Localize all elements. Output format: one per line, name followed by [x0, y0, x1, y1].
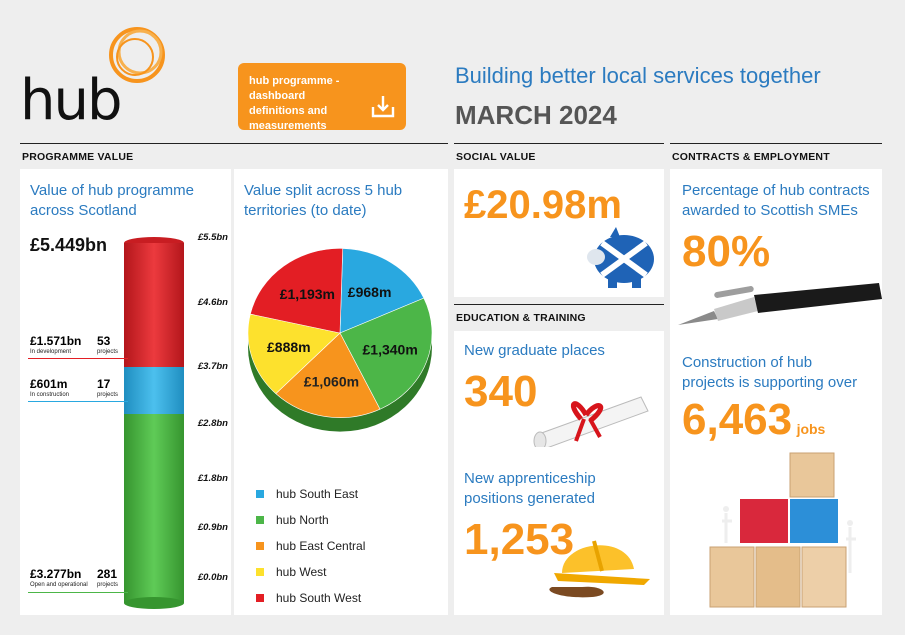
- con-count-label: projects: [97, 392, 119, 398]
- tick-label: £2.8bn: [197, 418, 228, 429]
- split-panel: Value split across 5 hub territories (to…: [234, 169, 448, 615]
- logo-text: hub: [20, 68, 123, 133]
- legend-label: hub South West: [276, 591, 362, 605]
- section-education: EDUCATION & TRAINING: [456, 312, 586, 324]
- sme-title: Percentage of hub contracts awarded to S…: [682, 182, 870, 219]
- pie-data-label: £1,193m: [280, 286, 335, 302]
- jobs-title: Construction of hub projects is supporti…: [682, 354, 858, 391]
- split-title: Value split across 5 hub territories (to…: [244, 182, 403, 219]
- tick-label: £3.7bn: [197, 361, 228, 372]
- tick-label: £4.6bn: [197, 297, 228, 308]
- cylinder-construction: [124, 367, 184, 414]
- logo: hub: [20, 20, 170, 133]
- headline: Building better local services together: [455, 63, 821, 88]
- tick-label: £0.9bn: [197, 522, 228, 533]
- tick-label: £0.0bn: [197, 572, 228, 583]
- pie-data-label: £1,060m: [304, 373, 359, 389]
- dashboard-definitions-button[interactable]: hub programme - dashboard definitions an…: [238, 63, 406, 132]
- programme-cylinder: [124, 237, 184, 609]
- pie-data-label: £968m: [348, 284, 392, 300]
- legend-item: hub West: [256, 559, 365, 585]
- con-value: £601m: [30, 377, 68, 391]
- grad-title: New graduate places: [464, 342, 605, 359]
- jobs-line: 6,463 jobs: [682, 395, 825, 445]
- programme-title: Value of hub programme across Scotland: [30, 182, 194, 219]
- pie-slice: [275, 332, 381, 418]
- legend-item: hub North: [256, 507, 365, 533]
- legend-label: hub South East: [276, 487, 359, 501]
- pie-slice: [339, 248, 425, 334]
- social-value-panel: £20.98m: [454, 169, 664, 297]
- building-blocks-icon: [709, 452, 856, 608]
- legend-swatch: [256, 490, 264, 498]
- programme-value-panel: Value of hub programme across Scotland £…: [20, 169, 231, 615]
- apprentice-value: 1,253: [464, 515, 575, 564]
- legend-item: hub South East: [256, 481, 365, 507]
- tick-label: £5.5bn: [197, 232, 228, 243]
- con-count: 17: [97, 377, 111, 391]
- pie-data-label: £888m: [267, 339, 311, 355]
- legend-item: hub East Central: [256, 533, 365, 559]
- op-count-label: projects: [97, 582, 119, 588]
- dashboard-button-label: hub programme - dashboard definitions an…: [249, 75, 340, 132]
- op-count: 281: [97, 567, 118, 581]
- legend-swatch: [256, 568, 264, 576]
- legend-swatch: [256, 542, 264, 550]
- dev-count: 53: [97, 334, 111, 348]
- jobs-value: 6,463: [682, 395, 793, 444]
- cylinder-operational: [124, 414, 184, 603]
- report-date: MARCH 2024: [455, 100, 617, 130]
- legend-label: hub West: [276, 565, 327, 579]
- dev-label: In development: [30, 349, 72, 355]
- op-value: £3.277bn: [30, 567, 82, 581]
- hard-hat-icon: [549, 540, 650, 598]
- legend-label: hub North: [276, 513, 329, 527]
- pie-slice: [339, 297, 433, 410]
- section-programme-value: PROGRAMME VALUE: [22, 151, 134, 163]
- pie-slice: [249, 248, 344, 334]
- sme-value: 80%: [682, 227, 771, 276]
- apprentice-title: New apprenticeship positions generated: [464, 470, 596, 507]
- op-label: Open and operational: [30, 582, 88, 588]
- download-icon: [371, 96, 395, 118]
- piggy-bank-icon: [587, 227, 654, 288]
- legend-label: hub East Central: [276, 539, 366, 553]
- diploma-icon: [533, 396, 649, 447]
- grad-value: 340: [464, 367, 538, 416]
- legend-swatch: [256, 594, 264, 602]
- pie-data-label: £1,340m: [363, 342, 418, 358]
- con-label: In construction: [30, 392, 70, 398]
- pie-slices: [247, 248, 433, 432]
- social-value-amount: £20.98m: [464, 183, 622, 227]
- programme-total: £5.449bn: [30, 235, 108, 255]
- dev-count-label: projects: [97, 349, 119, 355]
- pie-chart: £968m £1,340m£1,060m £888m £1,193m: [247, 248, 433, 432]
- tick-label: £1.8bn: [197, 473, 228, 484]
- pen-icon: [678, 283, 882, 325]
- pie-slice: [247, 313, 341, 395]
- legend-swatch: [256, 516, 264, 524]
- logo-swirl-icon: [109, 27, 165, 83]
- education-panel: New graduate places 340 New apprenticesh…: [454, 331, 664, 615]
- pie-labels: £968m £1,340m£1,060m £888m £1,193m: [267, 284, 418, 389]
- legend-item: hub South West: [256, 585, 365, 611]
- jobs-unit: jobs: [796, 421, 826, 437]
- dev-value: £1.571bn: [30, 334, 82, 348]
- section-social-value: SOCIAL VALUE: [456, 151, 536, 163]
- pie-legend: hub South East hub North hub East Centra…: [256, 481, 365, 611]
- contracts-panel: Percentage of hub contracts awarded to S…: [670, 169, 882, 615]
- section-contracts: CONTRACTS & EMPLOYMENT: [672, 151, 830, 163]
- cylinder-development: [124, 243, 184, 367]
